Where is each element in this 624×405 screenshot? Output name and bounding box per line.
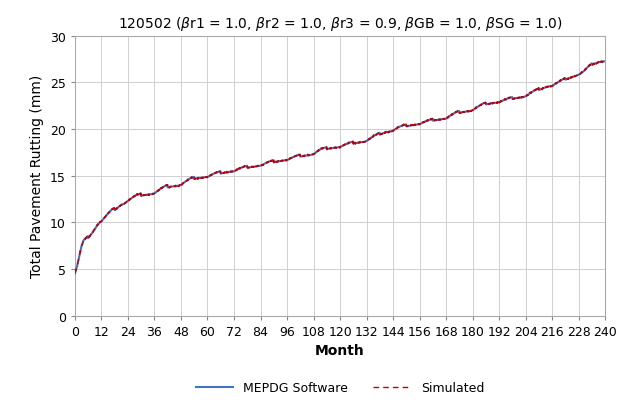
Simulated bbox=[514, 96, 522, 101]
MEPDG Software bbox=[448, 113, 456, 118]
MEPDG Software bbox=[117, 203, 124, 208]
MEPDG Software bbox=[71, 271, 79, 276]
Simulated bbox=[448, 112, 456, 117]
Simulated bbox=[600, 60, 607, 64]
MEPDG Software bbox=[602, 60, 609, 64]
Simulated bbox=[71, 271, 79, 276]
Simulated bbox=[117, 204, 124, 209]
Y-axis label: Total Pavement Rutting (mm): Total Pavement Rutting (mm) bbox=[31, 75, 44, 277]
MEPDG Software bbox=[266, 159, 274, 164]
X-axis label: Month: Month bbox=[315, 343, 365, 357]
Simulated bbox=[456, 109, 463, 114]
MEPDG Software bbox=[456, 109, 463, 114]
Simulated bbox=[602, 60, 609, 64]
Line: Simulated: Simulated bbox=[75, 62, 605, 273]
Simulated bbox=[255, 164, 263, 169]
Line: MEPDG Software: MEPDG Software bbox=[75, 62, 605, 274]
Legend: MEPDG Software, Simulated: MEPDG Software, Simulated bbox=[191, 376, 489, 399]
Simulated bbox=[266, 160, 274, 164]
MEPDG Software bbox=[255, 164, 263, 169]
Title: 120502 ($\beta$r1 = 1.0, $\beta$r2 = 1.0, $\beta$r3 = 0.9, $\beta$GB = 1.0, $\be: 120502 ($\beta$r1 = 1.0, $\beta$r2 = 1.0… bbox=[118, 15, 562, 33]
MEPDG Software bbox=[514, 96, 522, 101]
